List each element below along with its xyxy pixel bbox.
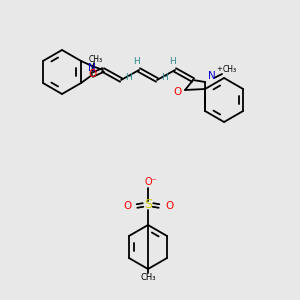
Text: O⁻: O⁻ bbox=[145, 177, 158, 187]
Text: O: O bbox=[173, 87, 181, 97]
Text: N: N bbox=[88, 63, 96, 73]
Text: H: H bbox=[125, 73, 131, 82]
Text: H: H bbox=[161, 73, 167, 82]
Text: S: S bbox=[144, 199, 152, 212]
Text: CH₃: CH₃ bbox=[89, 55, 103, 64]
Text: H: H bbox=[133, 58, 140, 67]
Text: N: N bbox=[208, 71, 216, 81]
Text: O: O bbox=[165, 201, 173, 211]
Text: +: + bbox=[216, 66, 222, 72]
Text: O: O bbox=[123, 201, 131, 211]
Text: CH₃: CH₃ bbox=[223, 65, 237, 74]
Text: O: O bbox=[88, 69, 96, 79]
Text: CH₃: CH₃ bbox=[140, 272, 156, 281]
Text: H: H bbox=[169, 58, 176, 67]
